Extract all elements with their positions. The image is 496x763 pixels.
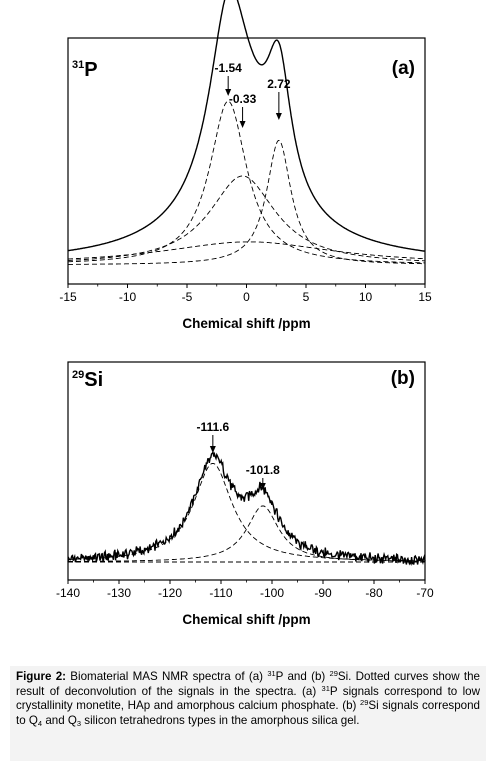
deconvolution-curve-2	[67, 505, 425, 562]
deconvolution-curve-1	[68, 100, 425, 264]
x-tick-label: -70	[416, 586, 434, 600]
spectrum-line	[67, 450, 426, 567]
nmr-figure: -15 -10 -5 0 5 10 15 Chemical shift /ppm 31P (a) -…	[56, 0, 434, 627]
panel-label: (b)	[391, 368, 415, 389]
deconvolution-curve-4	[68, 241, 426, 260]
x-tick-label: -120	[158, 586, 182, 600]
x-tick-label: -110	[209, 586, 232, 600]
deconvolution-curve-1	[68, 462, 425, 562]
peak-arrow-head	[259, 483, 266, 490]
peak-arrow-head	[239, 121, 246, 128]
peak-label: -101.8	[246, 463, 280, 477]
plot-frame	[67, 37, 426, 285]
x-tick-label: -80	[365, 586, 383, 600]
nucleus-label: 29Si	[72, 369, 103, 391]
peak-arrow-head	[225, 89, 232, 96]
x-tick-label: 0	[243, 290, 250, 304]
chart-panel-a: -15 -10 -5 0 5 10 15 Chemical shift /ppm 31P (a) -…	[59, 0, 432, 331]
peak-label: -1.54	[214, 61, 242, 75]
x-tick-label: -15	[59, 290, 77, 304]
peak-label: -111.6	[196, 420, 229, 434]
x-tick-label: -130	[107, 586, 131, 600]
x-tick-label: 15	[418, 290, 432, 304]
caption-text: Biomaterial MAS NMR spectra of (a) 31P a…	[16, 669, 481, 728]
peak-label: -0.33	[229, 92, 257, 106]
figure-caption: Figure 2: Biomaterial MAS NMR spectra of…	[10, 666, 486, 761]
x-tick-label: -100	[260, 586, 284, 600]
nucleus-label: 31P	[72, 59, 98, 81]
x-tick-label: -90	[314, 586, 332, 600]
x-axis-label: Chemical shift /ppm	[182, 316, 310, 331]
deconvolution-curve-3	[68, 140, 425, 265]
x-tick-label: -5	[182, 290, 193, 304]
chart-panel-b: -140 -130 -120 -110 -100 -90 -80 -70 Chemical sh…	[56, 361, 434, 627]
x-tick-label: 10	[359, 290, 373, 304]
peak-arrow-head	[275, 113, 282, 120]
panel-label: (a)	[392, 58, 415, 79]
x-tick-label: 5	[303, 290, 310, 304]
deconvolution-curve-2	[67, 175, 425, 262]
peak-label: 2.72	[267, 77, 291, 91]
x-tick-label: -140	[56, 586, 80, 600]
peak-arrow-head	[209, 446, 216, 453]
x-tick-label: -10	[119, 290, 137, 304]
x-axis-label: Chemical shift /ppm	[182, 612, 310, 627]
caption-label: Figure 2:	[16, 670, 67, 683]
spectrum-line	[67, 0, 426, 252]
